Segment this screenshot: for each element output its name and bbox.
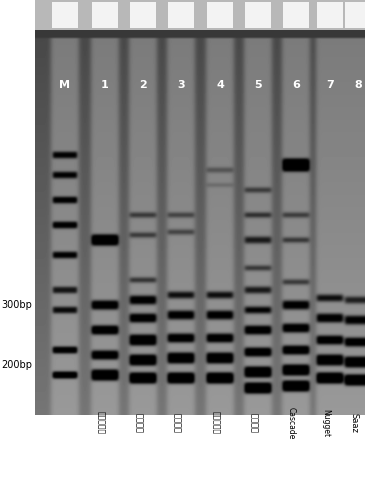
- Text: 麻山浦里: 麻山浦里: [249, 413, 258, 433]
- Text: Nugget: Nugget: [321, 409, 330, 437]
- Text: Saaz: Saaz: [349, 413, 358, 433]
- Text: 6: 6: [292, 80, 300, 90]
- Text: 小一拼博山: 小一拼博山: [211, 412, 220, 434]
- Text: 8: 8: [354, 80, 362, 90]
- Text: 1: 1: [101, 80, 109, 90]
- Text: 5: 5: [254, 80, 262, 90]
- Text: 拼如一天: 拼如一天: [172, 413, 181, 433]
- Text: 寻牛藏藏: 寻牛藏藏: [134, 413, 143, 433]
- Text: 3: 3: [177, 80, 185, 90]
- Text: 2: 2: [139, 80, 147, 90]
- Text: 拼大向阳湖: 拼大向阳湖: [96, 412, 105, 434]
- Text: M: M: [59, 80, 70, 90]
- Text: Cascade: Cascade: [287, 407, 296, 439]
- Text: 4: 4: [216, 80, 224, 90]
- Text: 300bp: 300bp: [1, 300, 32, 310]
- Text: 7: 7: [326, 80, 334, 90]
- Text: 200bp: 200bp: [1, 360, 32, 370]
